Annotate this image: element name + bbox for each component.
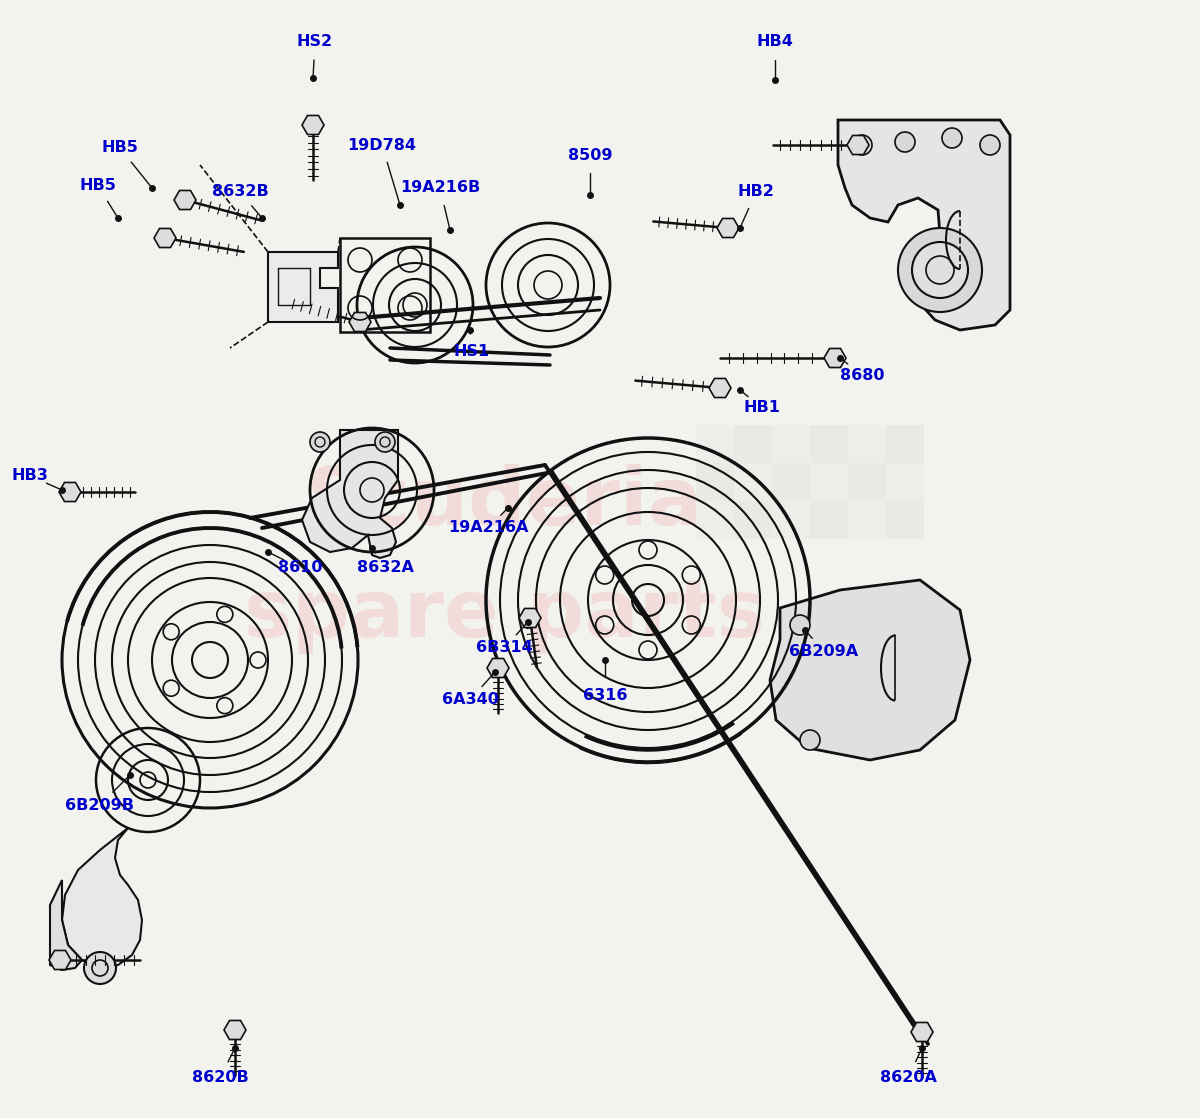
Polygon shape [718,218,739,237]
Text: 6A340: 6A340 [442,692,498,708]
Text: 8620A: 8620A [880,1071,936,1086]
Bar [734,425,772,463]
Bar [848,501,886,539]
Text: HS1: HS1 [454,344,490,360]
Text: 8632B: 8632B [211,184,269,199]
Polygon shape [838,120,1010,330]
Bar [696,463,734,501]
Bar [810,463,848,501]
Text: 8632A: 8632A [356,560,414,576]
Text: Scuderia: Scuderia [306,464,702,542]
Circle shape [980,135,1000,155]
Polygon shape [174,190,196,209]
Polygon shape [302,430,398,558]
Bar [772,425,810,463]
Circle shape [852,135,872,155]
Polygon shape [770,580,970,760]
Bar [734,501,772,539]
Bar [772,463,810,501]
Polygon shape [709,379,731,398]
Text: 19A216A: 19A216A [448,521,528,536]
Text: HB2: HB2 [738,184,774,199]
Text: HB4: HB4 [756,35,793,49]
Text: 8509: 8509 [568,148,612,162]
Bar [734,463,772,501]
Circle shape [84,953,116,984]
Text: 6B314: 6B314 [475,641,533,655]
Polygon shape [349,312,371,332]
Text: 6B209A: 6B209A [790,644,858,660]
Polygon shape [224,1021,246,1040]
Text: 6B209B: 6B209B [66,797,134,813]
Bar [886,501,924,539]
Bar [696,425,734,463]
Text: 19D784: 19D784 [348,138,416,152]
Polygon shape [50,880,82,970]
Bar [848,463,886,501]
Polygon shape [268,252,338,322]
Polygon shape [59,483,82,502]
Text: HB3: HB3 [12,468,48,483]
Text: HB1: HB1 [744,400,780,416]
Text: 8620B: 8620B [192,1071,248,1086]
Bar [696,501,734,539]
Bar [848,425,886,463]
Text: HS2: HS2 [296,35,334,49]
Text: 8680: 8680 [840,368,884,382]
Polygon shape [847,135,869,154]
Circle shape [374,432,395,452]
Polygon shape [49,950,71,969]
Circle shape [898,228,982,312]
Polygon shape [302,115,324,134]
Polygon shape [824,349,846,368]
Text: spare parts: spare parts [244,576,764,654]
Circle shape [942,127,962,148]
Text: 6316: 6316 [583,688,628,702]
Polygon shape [487,659,509,678]
Circle shape [912,241,968,299]
Bar [772,501,810,539]
Text: HB5: HB5 [79,179,116,193]
Text: 8610: 8610 [277,560,323,576]
Polygon shape [62,828,142,968]
Polygon shape [154,228,176,247]
Circle shape [310,432,330,452]
Circle shape [790,615,810,635]
Polygon shape [911,1023,934,1042]
Bar [886,425,924,463]
Polygon shape [520,608,541,627]
Circle shape [895,132,916,152]
Text: 19A216B: 19A216B [400,180,480,196]
Bar [886,463,924,501]
Text: HB5: HB5 [102,141,138,155]
Circle shape [800,730,820,750]
Bar [810,501,848,539]
Bar [810,425,848,463]
